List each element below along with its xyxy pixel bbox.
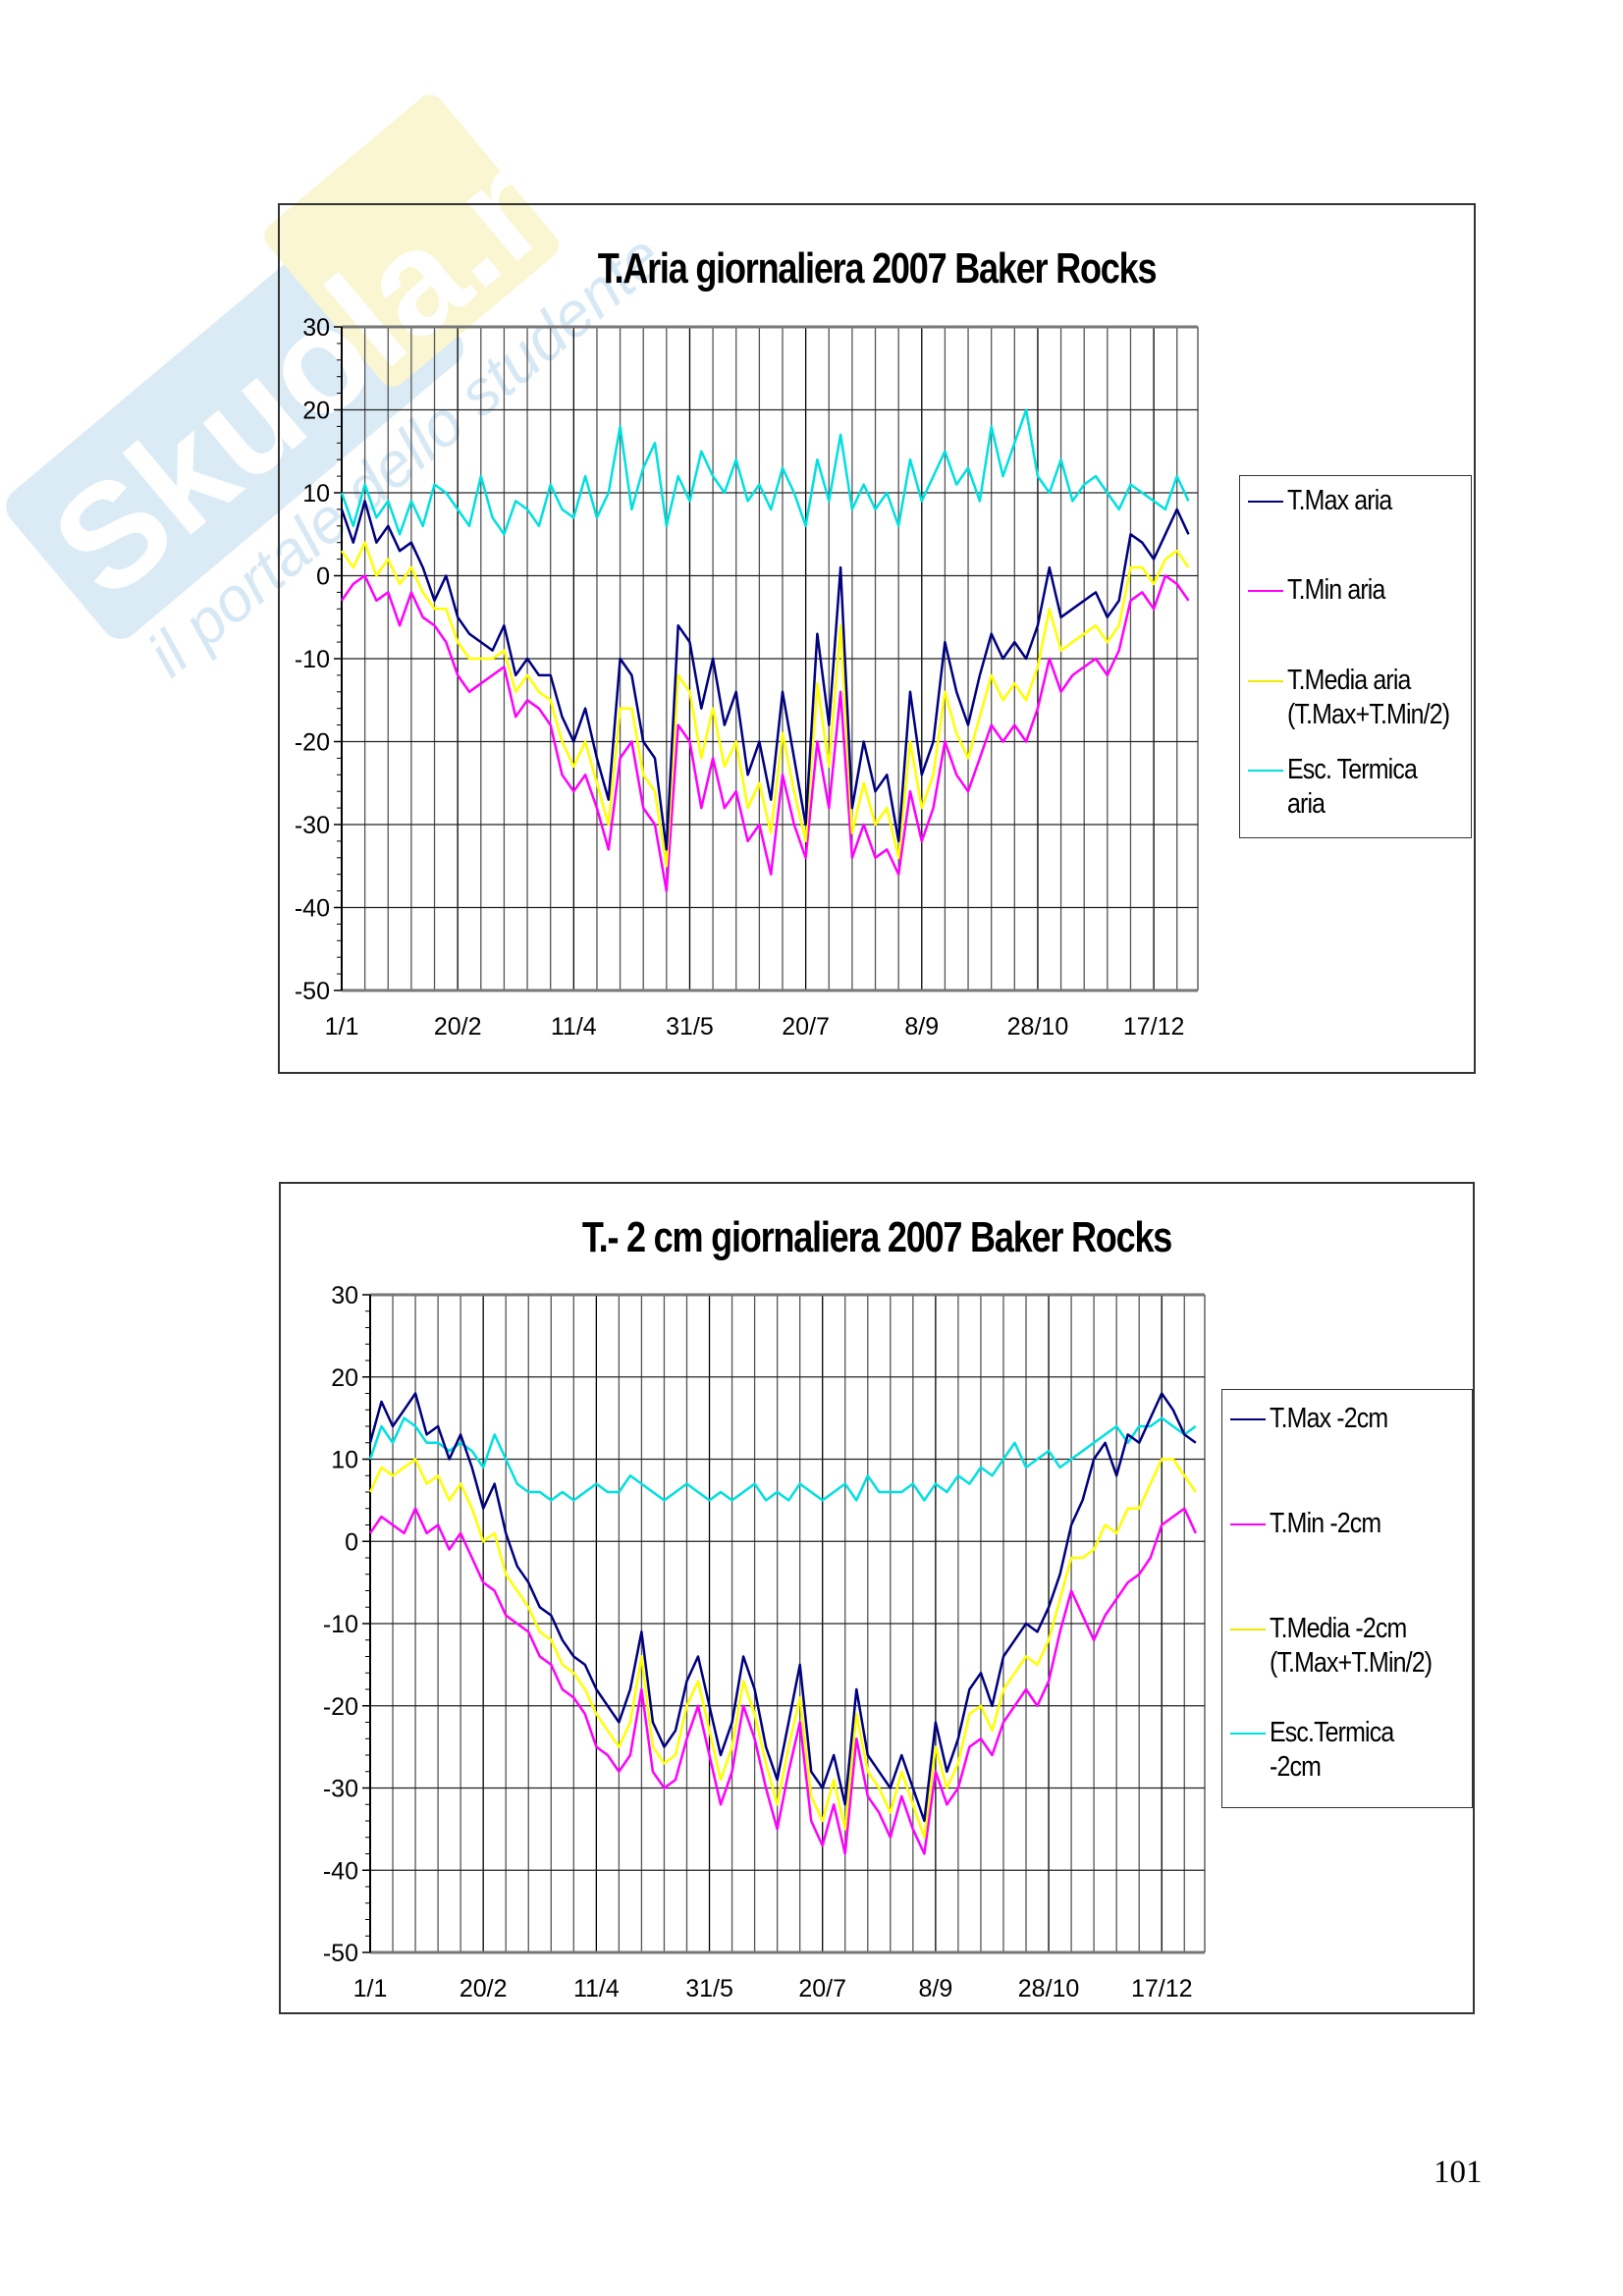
y-tick-label: -10 (295, 646, 330, 673)
y-tick-label: 10 (302, 480, 330, 507)
legend-swatch-tmax (1248, 501, 1283, 503)
y-tick-label: -50 (295, 978, 330, 1005)
legend-item-esc: Esc. Termica aria (1248, 753, 1444, 822)
chart-plot: 30 20 10 0 -10 -20 -30 -40 -50 1/1 20/2 11/4 31/5 20/… (323, 1282, 1206, 2002)
y-tick-label: 30 (302, 314, 330, 342)
y-tick-label: 30 (331, 1282, 358, 1309)
legend-swatch-tmedia (1248, 680, 1283, 682)
y-tick-label: -40 (323, 1857, 358, 1885)
y-tick-label: 0 (345, 1528, 358, 1556)
x-tick-label: 28/10 (1018, 1975, 1080, 2002)
chart-plot: 30 20 10 0 -10 -20 -30 -40 -50 1/1 20/2 11/4 31/5 20/… (295, 314, 1199, 1041)
x-tick-label: 1/1 (353, 1975, 388, 2002)
x-tick-label: 8/9 (918, 1975, 952, 2002)
x-tick-label: 31/5 (666, 1013, 714, 1041)
series-line-tmedia (340, 541, 1190, 868)
legend-item-tmin: T.Min aria (1248, 573, 1401, 608)
legend-item-tmedia: T.Media aria (T.Max+T.Min/2) (1248, 664, 1484, 732)
legend-swatch-tmin (1248, 590, 1283, 592)
y-tick-label: 0 (316, 563, 330, 591)
series-line-tmin (340, 574, 1190, 892)
y-tick-label: -30 (323, 1776, 358, 1803)
x-tick-label: 20/7 (798, 1975, 846, 2002)
legend-label: T.Media aria (T.Max+T.Min/2) (1287, 665, 1450, 730)
chart-legend: T.Max -2cm T.Min -2cm T.Media -2cm (T.Ma… (1221, 1389, 1473, 1808)
legend-item-tmedia: T.Media -2cm (T.Max+T.Min/2) (1230, 1612, 1486, 1681)
legend-label: Esc. Termica aria (1287, 754, 1418, 820)
x-tick-label: 11/4 (551, 1013, 597, 1041)
legend-label: T.Max aria (1287, 485, 1392, 516)
y-tick-label: -40 (295, 895, 330, 923)
legend-swatch-esc (1230, 1733, 1266, 1735)
legend-item-tmin: T.Min -2cm (1230, 1507, 1399, 1541)
x-tick-label: 17/12 (1123, 1013, 1185, 1041)
y-tick-label: 20 (331, 1364, 358, 1392)
chart-air-temperature: T.Aria giornaliera 2007 Baker Rocks 30 20… (278, 203, 1476, 1074)
x-tick-label: 1/1 (325, 1013, 359, 1041)
series-line-tmax (340, 500, 1190, 851)
y-tick-label: -50 (323, 1940, 358, 1967)
legend-swatch-tmax (1230, 1418, 1266, 1420)
x-tick-label: 20/7 (782, 1013, 830, 1041)
x-tick-label: 11/4 (573, 1975, 620, 2002)
legend-item-tmax: T.Max -2cm (1230, 1402, 1407, 1436)
x-tick-label: 17/12 (1131, 1975, 1193, 2002)
legend-swatch-tmedia (1230, 1629, 1266, 1630)
y-tick-label: -10 (323, 1611, 358, 1638)
x-tick-label: 28/10 (1007, 1013, 1069, 1041)
chart-title: T.- 2 cm giornaliera 2007 Baker Rocks (581, 1213, 1172, 1261)
y-tick-label: -30 (295, 812, 330, 839)
x-tick-label: 20/2 (460, 1975, 508, 2002)
series-line-esc (340, 408, 1190, 536)
x-tick-label: 8/9 (904, 1013, 939, 1041)
legend-item-esc: Esc.Termica -2cm (1230, 1716, 1472, 1785)
legend-label: T.Min aria (1287, 574, 1385, 606)
chart-2cm-temperature: T.- 2 cm giornaliera 2007 Baker Rocks 30… (279, 1182, 1475, 2014)
y-tick-label: 20 (302, 398, 330, 425)
y-tick-label: 10 (331, 1447, 358, 1474)
legend-item-tmax: T.Max aria (1248, 484, 1409, 518)
legend-label: T.Max -2cm (1270, 1403, 1388, 1434)
chart-legend: T.Max aria T.Min aria T.Media aria (T.Ma… (1239, 475, 1472, 838)
x-tick-label: 31/5 (685, 1975, 733, 2002)
legend-label: T.Min -2cm (1270, 1508, 1381, 1539)
series-line-tmax (368, 1392, 1197, 1823)
y-tick-label: -20 (323, 1693, 358, 1721)
legend-label: Esc.Termica -2cm (1270, 1717, 1394, 1783)
series-line-tmedia (368, 1458, 1197, 1840)
legend-label: T.Media -2cm (T.Max+T.Min/2) (1270, 1613, 1433, 1679)
chart-title: T.Aria giornaliera 2007 Baker Rocks (597, 244, 1158, 293)
legend-swatch-esc (1248, 770, 1283, 772)
series-line-tmin (368, 1507, 1197, 1855)
x-tick-label: 20/2 (434, 1013, 482, 1041)
legend-swatch-tmin (1230, 1523, 1266, 1525)
page-number: 101 (1434, 2155, 1483, 2190)
series-line-esc (368, 1416, 1197, 1502)
y-tick-label: -20 (295, 729, 330, 757)
